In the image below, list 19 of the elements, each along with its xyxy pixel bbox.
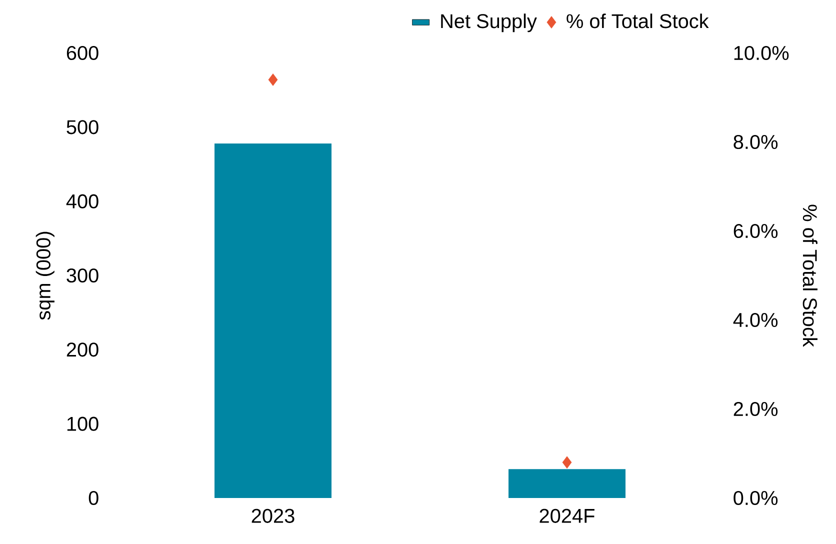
- y-tick-label: 300: [66, 268, 98, 283]
- y-tick-label: 400: [66, 194, 98, 208]
- x-tick-label: 2024F: [540, 508, 594, 523]
- x-tick-label: 2023: [252, 508, 294, 523]
- y2-axis-title: % of Total Stock: [802, 204, 818, 347]
- y2-tick-label: 4.0%: [733, 312, 778, 328]
- y2-tick-label: 6.0%: [734, 224, 778, 238]
- y-tick-label: 500: [66, 120, 98, 134]
- y2-tick-label: 8.0%: [734, 134, 778, 150]
- y-tick-label: 0: [88, 490, 98, 506]
- y-tick-label: 600: [66, 46, 98, 60]
- legend-label: Net Supply: [441, 14, 537, 32]
- y-tick-label: 200: [66, 342, 98, 357]
- y2-tick-label: 0.0%: [734, 490, 778, 506]
- y-tick-label: 100: [67, 416, 98, 431]
- legend-label: % of Total Stock: [566, 14, 709, 28]
- y2-tick-label: 2.0%: [734, 402, 778, 416]
- y2-tick-label: 10.0%: [734, 46, 789, 60]
- y-axis-title: sqm (000): [36, 232, 54, 320]
